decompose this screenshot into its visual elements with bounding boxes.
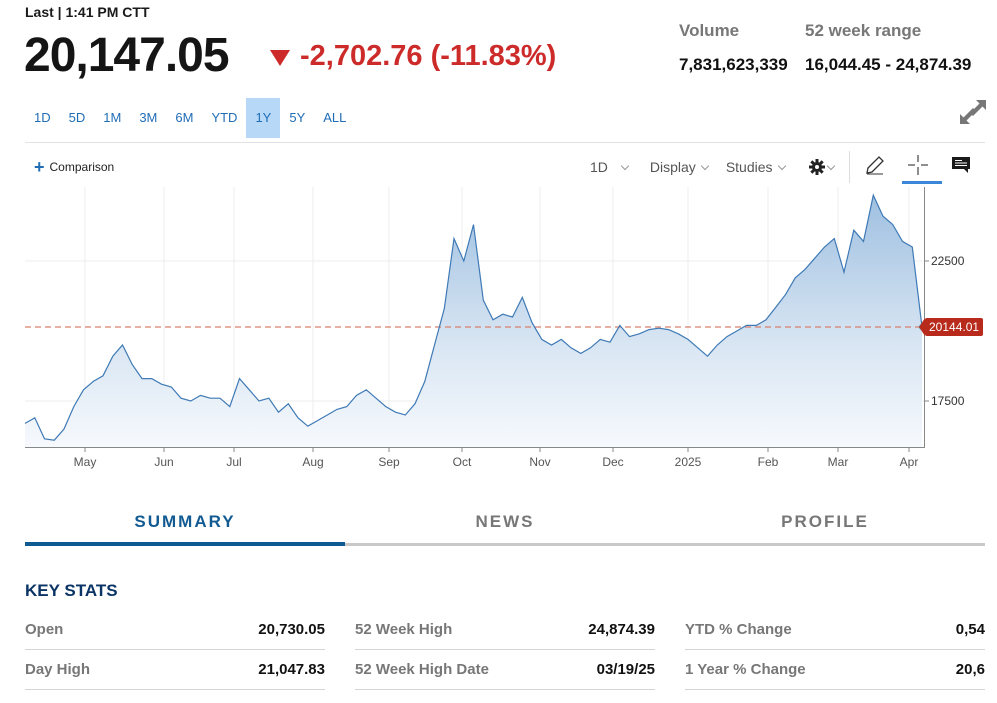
svg-text:22500: 22500	[931, 254, 965, 268]
price-chart[interactable]: May Jun Jul Aug Sep Oct Nov Dec 2025 Feb Mar Apr 22…	[0, 185, 997, 485]
display-label: Display	[649, 159, 696, 175]
tab-summary[interactable]: SUMMARY	[25, 512, 345, 546]
svg-text:Oct: Oct	[453, 455, 472, 469]
stat-value: 20,730.05	[258, 621, 325, 638]
range-stat: 52 week range 16,044.45 - 24,874.39	[805, 21, 971, 75]
chevron-down-icon	[700, 161, 710, 170]
range-all[interactable]: ALL	[323, 110, 347, 125]
stat-label: Day High	[25, 661, 91, 678]
price-change: -2,702.76 (-11.83%)	[270, 40, 556, 73]
stat-row-open: Open 20,730.05	[25, 610, 325, 650]
studies-label: Studies	[725, 159, 773, 175]
range-6m[interactable]: 6M	[175, 110, 194, 125]
key-stats-column-2: 52 Week High 24,874.39 52 Week High Date…	[355, 610, 655, 690]
interval-label: 1D	[590, 159, 608, 175]
stat-label: 52 Week High	[355, 621, 453, 638]
studies-dropdown[interactable]: Studies	[725, 159, 786, 175]
range-label: 52 week range	[805, 21, 922, 40]
settings-dropdown[interactable]	[808, 159, 835, 175]
x-axis-ticks: May Jun Jul Aug Sep Oct Nov Dec 2025 Feb Mar Apr	[74, 447, 919, 469]
tab-news[interactable]: NEWS	[345, 512, 665, 546]
stat-label: YTD % Change	[685, 621, 792, 638]
chevron-down-icon	[620, 161, 630, 170]
svg-text:Nov: Nov	[529, 455, 550, 469]
svg-text:Mar: Mar	[828, 455, 849, 469]
tab-profile[interactable]: PROFILE	[665, 512, 985, 546]
y-axis-ticks: 22500 17500	[924, 254, 965, 408]
active-tool-indicator	[902, 181, 942, 184]
svg-text:Feb: Feb	[758, 455, 779, 469]
svg-text:Jul: Jul	[226, 455, 241, 469]
key-stats-title: KEY STATS	[25, 581, 118, 600]
interval-dropdown[interactable]: 1D	[590, 159, 630, 175]
stat-row-1-year-change: 1 Year % Change 20,6	[685, 650, 985, 690]
gear-icon	[808, 159, 825, 175]
range-5d[interactable]: 5D	[68, 110, 86, 125]
crosshair-icon[interactable]	[906, 153, 930, 177]
stat-row-ytd-change: YTD % Change 0,54	[685, 610, 985, 650]
plus-icon: +	[34, 157, 45, 177]
svg-text:May: May	[74, 455, 97, 469]
stat-label: 1 Year % Change	[685, 661, 806, 678]
range-5y[interactable]: 5Y	[289, 110, 306, 125]
range-ytd[interactable]: YTD	[211, 110, 238, 125]
add-comparison-button[interactable]: + Comparison	[34, 157, 115, 177]
volume-stat: Volume 7,831,623,339	[679, 21, 788, 75]
last-price: 20,147.05	[24, 29, 230, 82]
time-range-selector: 1D 5D 1M 3M 6M YTD 1Y 5Y ALL	[25, 98, 355, 138]
volume-value: 7,831,623,339	[679, 55, 788, 74]
range-value: 16,044.45 - 24,874.39	[805, 55, 972, 74]
range-3m[interactable]: 3M	[139, 110, 158, 125]
stat-value: 0,54	[955, 621, 985, 638]
svg-text:Apr: Apr	[900, 455, 919, 469]
stat-row-52-week-high-date: 52 Week High Date 03/19/25	[355, 650, 655, 690]
volume-label: Volume	[679, 21, 740, 40]
range-1m[interactable]: 1M	[103, 110, 122, 125]
key-stats-column-3: YTD % Change 0,54 1 Year % Change 20,6	[685, 610, 985, 690]
svg-text:Dec: Dec	[602, 455, 623, 469]
stat-row-52-week-high: 52 Week High 24,874.39	[355, 610, 655, 650]
stat-row-day-high: Day High 21,047.83	[25, 650, 325, 690]
expand-icon[interactable]	[960, 100, 986, 124]
stat-value: 21,047.83	[258, 661, 325, 678]
range-1d[interactable]: 1D	[34, 110, 51, 125]
chevron-down-icon	[777, 161, 786, 170]
stat-label: Open	[25, 621, 64, 638]
comment-icon[interactable]	[950, 153, 974, 177]
comparison-label: Comparison	[49, 160, 115, 174]
down-triangle-icon	[270, 49, 290, 66]
key-stats-column-1: Open 20,730.05 Day High 21,047.83	[25, 610, 325, 690]
svg-text:Sep: Sep	[378, 455, 400, 469]
toolbar-separator	[849, 151, 850, 183]
svg-text:Jun: Jun	[154, 455, 173, 469]
header-divider	[25, 142, 985, 143]
chevron-down-icon	[826, 161, 835, 170]
stat-value: 20,6	[955, 661, 985, 678]
price-change-value: -2,702.76 (-11.83%)	[300, 40, 557, 72]
svg-text:17500: 17500	[931, 394, 965, 408]
svg-text:2025: 2025	[675, 455, 702, 469]
price-line	[24, 193, 923, 441]
last-updated-label: Last | 1:41 PM CTT	[25, 4, 150, 20]
price-area	[25, 195, 922, 447]
svg-text:Aug: Aug	[302, 455, 323, 469]
stat-label: 52 Week High Date	[355, 661, 489, 678]
stat-value: 03/19/25	[596, 661, 655, 678]
last-price-tag: 20144.01	[918, 318, 984, 336]
stat-value: 24,874.39	[588, 621, 655, 638]
range-1y[interactable]: 1Y	[246, 98, 281, 138]
chart-toolbar: 1D Display Studies	[590, 152, 835, 182]
pencil-icon[interactable]	[863, 153, 887, 177]
display-dropdown[interactable]: Display	[649, 159, 710, 175]
quote-tabs: SUMMARY NEWS PROFILE	[25, 512, 985, 546]
